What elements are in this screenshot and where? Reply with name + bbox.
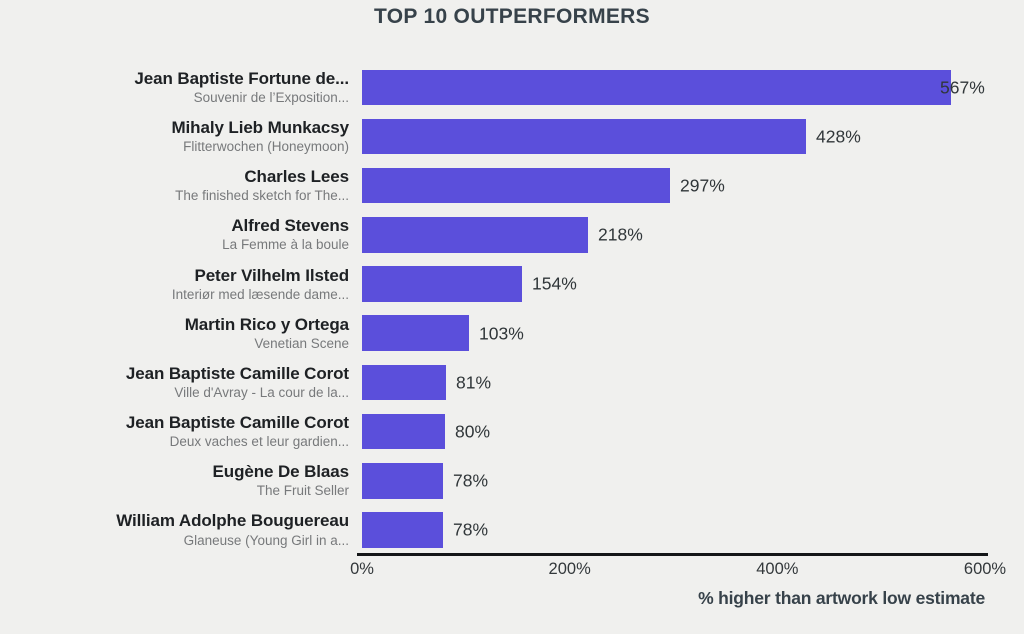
chart-title: TOP 10 OUTPERFORMERS bbox=[374, 5, 650, 28]
tick-label: 0% bbox=[350, 560, 374, 578]
row-plot: 297% bbox=[362, 161, 985, 210]
value-label: 80% bbox=[455, 421, 491, 442]
tick-label: 200% bbox=[548, 560, 591, 578]
artist-name: Jean Baptiste Camille Corot bbox=[125, 413, 349, 433]
artist-name: Jean Baptiste Camille Corot bbox=[125, 363, 349, 383]
chart-row: Martin Rico y Ortega Venetian Scene 103% bbox=[0, 309, 1024, 358]
row-labels: William Adolphe Bouguereau Glaneuse (Youn… bbox=[0, 511, 362, 549]
tick-label: 400% bbox=[756, 560, 799, 578]
artist-name: Alfred Stevens bbox=[231, 216, 349, 236]
row-plot: 218% bbox=[362, 211, 985, 260]
artwork-title: Interiør med læsende dame... bbox=[171, 286, 349, 302]
row-labels: Alfred Stevens La Femme à la boule bbox=[0, 216, 362, 254]
row-plot: 428% bbox=[362, 112, 985, 161]
value-label: 154% bbox=[532, 273, 577, 294]
artist-name: Martin Rico y Ortega bbox=[184, 314, 349, 334]
x-axis: 0% 200% 400% 600% bbox=[350, 553, 1006, 578]
artwork-title: The finished sketch for The... bbox=[175, 188, 349, 204]
row-plot: 567% bbox=[362, 63, 985, 112]
row-labels: Charles Lees The finished sketch for The.… bbox=[0, 167, 362, 205]
value-label: 81% bbox=[456, 372, 492, 393]
artwork-title: Flitterwochen (Honeymoon) bbox=[183, 139, 349, 155]
bar bbox=[362, 266, 522, 302]
row-labels: Jean Baptiste Fortune de... Souvenir de l… bbox=[0, 69, 362, 107]
row-plot: 78% bbox=[362, 457, 985, 506]
bar bbox=[362, 463, 443, 499]
chart-row: Eugène De Blaas The Fruit Seller 78% bbox=[0, 457, 1024, 506]
row-labels: Peter Vilhelm Ilsted Interiør med læsende… bbox=[0, 266, 362, 304]
bar bbox=[362, 167, 671, 204]
chart-row: Alfred Stevens La Femme à la boule 218% bbox=[0, 211, 1024, 260]
bar bbox=[362, 364, 447, 401]
artist-name: William Adolphe Bouguereau bbox=[116, 511, 349, 531]
artwork-title: The Fruit Seller bbox=[256, 483, 349, 499]
row-plot: 103% bbox=[362, 309, 985, 358]
artwork-title: Glaneuse (Young Girl in a... bbox=[183, 532, 349, 548]
bar bbox=[362, 512, 443, 548]
bar bbox=[362, 413, 446, 450]
value-label: 78% bbox=[453, 519, 489, 540]
artist-name: Mihaly Lieb Munkacsy bbox=[171, 117, 350, 137]
value-label: 428% bbox=[816, 126, 861, 147]
bar bbox=[362, 69, 951, 105]
bar bbox=[362, 315, 469, 351]
row-labels: Jean Baptiste Camille Corot Deux vaches e… bbox=[0, 413, 362, 451]
value-label: 567% bbox=[940, 77, 985, 98]
artwork-title: La Femme à la boule bbox=[222, 237, 349, 253]
artwork-title: Ville d'Avray - La cour de la... bbox=[174, 384, 349, 400]
artist-name: Peter Vilhelm Ilsted bbox=[194, 265, 349, 285]
artwork-title: Deux vaches et leur gardien... bbox=[169, 434, 349, 450]
chart-row: Charles Lees The finished sketch for The.… bbox=[0, 161, 1024, 210]
artist-name: Jean Baptiste Fortune de... bbox=[134, 68, 349, 88]
row-labels: Mihaly Lieb Munkacsy Flitterwochen (Honey… bbox=[0, 118, 362, 156]
chart-row: Jean Baptiste Fortune de... Souvenir de l… bbox=[0, 63, 1024, 112]
artist-name: Charles Lees bbox=[244, 167, 349, 187]
artwork-title: Souvenir de l’Exposition... bbox=[193, 89, 349, 105]
artist-name: Eugène De Blaas bbox=[212, 462, 350, 482]
chart-row: William Adolphe Bouguereau Glaneuse (Youn… bbox=[0, 506, 1024, 555]
row-plot: 81% bbox=[362, 358, 985, 407]
chart-row: Jean Baptiste Camille Corot Deux vaches e… bbox=[0, 407, 1024, 456]
chart-row: Mihaly Lieb Munkacsy Flitterwochen (Honey… bbox=[0, 112, 1024, 161]
value-label: 297% bbox=[680, 175, 725, 196]
bar bbox=[362, 118, 807, 155]
value-label: 218% bbox=[598, 224, 643, 245]
value-label: 103% bbox=[479, 323, 524, 344]
chart-rows: Jean Baptiste Fortune de... Souvenir de l… bbox=[0, 63, 1024, 555]
chart-row: Peter Vilhelm Ilsted Interiør med læsende… bbox=[0, 260, 1024, 309]
x-axis-line bbox=[357, 553, 988, 556]
bar bbox=[362, 217, 589, 253]
artwork-title: Venetian Scene bbox=[254, 335, 349, 351]
x-axis-label: % higher than artwork low estimate bbox=[698, 588, 985, 608]
row-labels: Jean Baptiste Camille Corot Ville d'Avray… bbox=[0, 364, 362, 402]
row-plot: 154% bbox=[362, 260, 985, 309]
row-plot: 80% bbox=[362, 407, 985, 456]
value-label: 78% bbox=[453, 470, 489, 491]
row-plot: 78% bbox=[362, 506, 985, 555]
chart-row: Jean Baptiste Camille Corot Ville d'Avray… bbox=[0, 358, 1024, 407]
tick-label: 600% bbox=[963, 560, 1007, 578]
row-labels: Eugène De Blaas The Fruit Seller bbox=[0, 462, 362, 500]
row-labels: Martin Rico y Ortega Venetian Scene bbox=[0, 315, 362, 353]
